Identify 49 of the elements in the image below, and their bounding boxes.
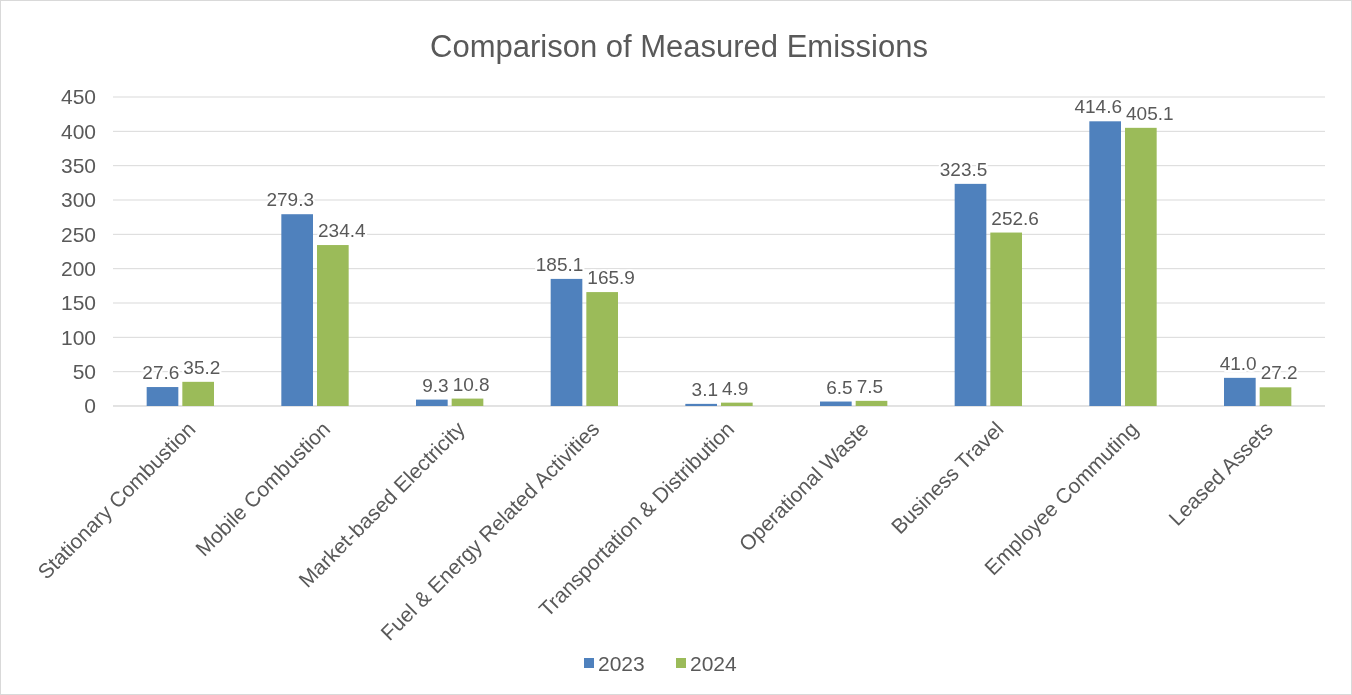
y-tick-label: 150 xyxy=(60,291,96,315)
data-label: 10.8 xyxy=(452,373,490,395)
bar xyxy=(146,387,179,406)
data-label: 35.2 xyxy=(183,356,221,378)
bar xyxy=(416,399,448,406)
bar xyxy=(1259,387,1292,406)
data-label: 7.5 xyxy=(856,375,884,397)
bar xyxy=(451,398,484,406)
y-tick-label: 100 xyxy=(60,325,96,349)
bar xyxy=(1089,121,1121,406)
bar xyxy=(855,400,888,406)
chart-title: Comparison of Measured Emissions xyxy=(430,29,928,64)
data-label: 9.3 xyxy=(422,374,449,396)
data-label: 165.9 xyxy=(587,267,635,289)
data-label: 279.3 xyxy=(266,189,314,211)
bar xyxy=(685,403,717,406)
y-tick-label: 300 xyxy=(60,188,96,212)
data-label: 41.0 xyxy=(1219,352,1257,374)
legend-label: 2024 xyxy=(690,652,738,676)
data-label: 323.5 xyxy=(939,158,988,180)
bar xyxy=(1125,127,1157,406)
y-tick-label: 250 xyxy=(60,222,96,246)
bar xyxy=(586,292,618,406)
data-label: 4.9 xyxy=(722,377,749,399)
data-label: 185.1 xyxy=(535,253,584,275)
y-tick-label: 400 xyxy=(60,119,96,143)
data-label: 3.1 xyxy=(691,378,718,400)
data-label: 405.1 xyxy=(1126,102,1174,124)
bar xyxy=(550,278,583,406)
data-label: 414.6 xyxy=(1074,96,1122,118)
bar xyxy=(954,183,987,406)
y-tick-label: 350 xyxy=(60,154,96,178)
bar xyxy=(820,401,852,406)
legend-label: 2023 xyxy=(598,652,645,676)
bar xyxy=(182,381,214,406)
data-label: 27.2 xyxy=(1260,362,1298,384)
bar xyxy=(990,232,1022,406)
y-tick-label: 450 xyxy=(60,85,96,109)
y-tick-label: 50 xyxy=(72,360,96,384)
data-label: 27.6 xyxy=(142,362,180,384)
data-label: 234.4 xyxy=(318,220,366,242)
bar xyxy=(1224,377,1256,406)
data-label: 6.5 xyxy=(826,376,853,398)
y-tick-label: 200 xyxy=(60,257,96,281)
bar xyxy=(721,402,753,406)
bar xyxy=(281,214,313,406)
data-label: 252.6 xyxy=(991,207,1039,229)
y-tick-label: 0 xyxy=(84,394,96,418)
bar xyxy=(317,245,349,406)
